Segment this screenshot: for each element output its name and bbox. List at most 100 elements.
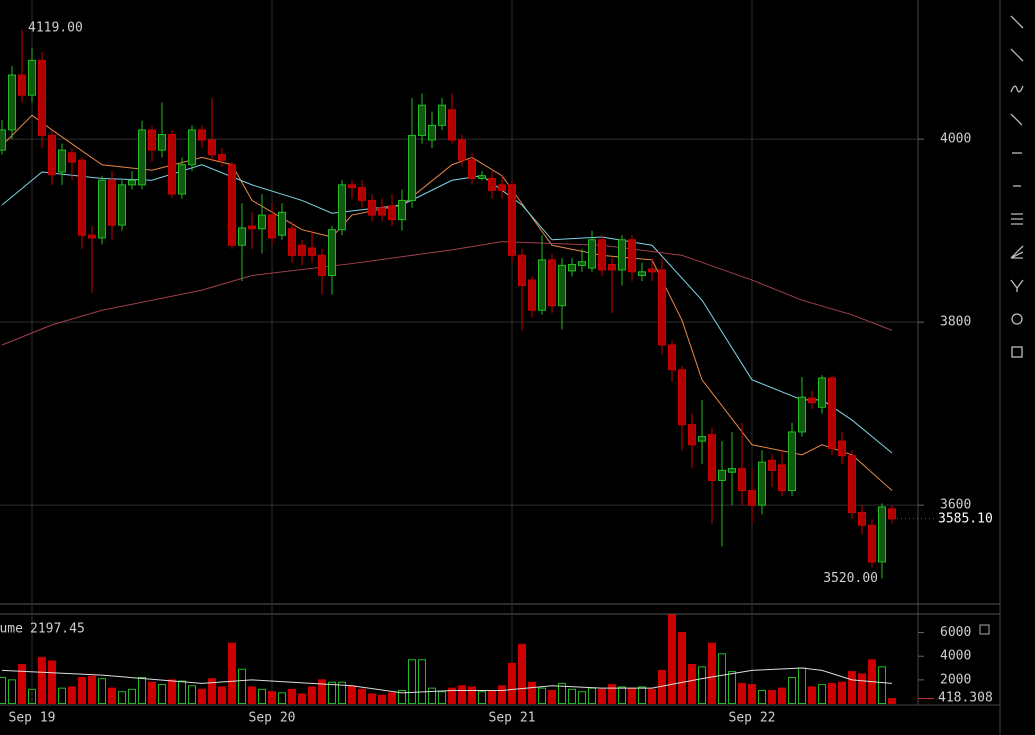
volume-bar xyxy=(758,689,766,704)
candle-body xyxy=(78,159,86,236)
volume-bar xyxy=(548,689,556,704)
volume-bar xyxy=(278,692,286,705)
volume-bar xyxy=(248,686,256,704)
volume-bar xyxy=(258,688,266,705)
volume-bar xyxy=(768,689,776,704)
volume-bar xyxy=(488,689,496,704)
volume-bar xyxy=(638,686,646,704)
indicator-line xyxy=(1,241,893,346)
tool-icon[interactable] xyxy=(1010,245,1024,259)
candle-body xyxy=(718,469,726,481)
volume-bar xyxy=(478,691,486,704)
volume-title: Volume xyxy=(0,622,23,637)
volume-bar xyxy=(678,632,686,704)
tool-icon[interactable] xyxy=(1010,48,1024,62)
volume-bar xyxy=(468,686,476,704)
candle-body xyxy=(558,264,566,307)
candle-body xyxy=(578,261,586,266)
volume-bar xyxy=(718,653,726,704)
candle-body xyxy=(28,59,36,96)
volume-bar xyxy=(808,686,816,704)
volume-bar xyxy=(708,642,716,704)
candle-body xyxy=(738,468,746,492)
candle-body xyxy=(458,139,466,161)
volume-bar xyxy=(298,693,306,705)
candle-body xyxy=(818,377,826,408)
volume-bar xyxy=(398,689,406,704)
candle-body xyxy=(888,508,896,520)
candle-body xyxy=(478,175,486,179)
volume-bar xyxy=(428,687,436,704)
tool-icon[interactable] xyxy=(1011,313,1023,325)
volume-bar xyxy=(438,691,446,704)
candle-body xyxy=(348,184,356,189)
volume-bar xyxy=(528,681,536,705)
volume-bar xyxy=(358,688,366,705)
volume-bar xyxy=(228,642,236,704)
tool-icon[interactable] xyxy=(1010,15,1024,29)
volume-average-line xyxy=(1,667,893,694)
x-tick-label: Sep 22 xyxy=(729,711,776,726)
toolbar xyxy=(1010,15,1024,358)
volume-bar xyxy=(568,688,576,705)
volume-bar xyxy=(748,684,756,704)
candle-body xyxy=(828,377,836,449)
volume-bar xyxy=(688,663,696,704)
volume-bar xyxy=(188,685,196,705)
candle-body xyxy=(778,464,786,492)
candle-body xyxy=(408,134,416,201)
tool-icon[interactable] xyxy=(1010,113,1023,126)
volume-bar xyxy=(218,686,226,704)
volume-bar xyxy=(18,663,26,704)
candle-body xyxy=(528,279,536,311)
candle-body xyxy=(0,129,6,151)
volume-bar xyxy=(338,681,346,705)
volume-bar xyxy=(598,688,606,705)
candle-body xyxy=(48,134,56,176)
volume-bar xyxy=(48,660,56,704)
volume-bar xyxy=(198,688,206,705)
volume-bar xyxy=(788,676,796,704)
volume-bar xyxy=(8,679,16,704)
tool-icon[interactable] xyxy=(1011,346,1023,358)
candle-body xyxy=(18,74,26,96)
volume-bar xyxy=(118,691,126,704)
volume-bar xyxy=(458,685,466,705)
candle-body xyxy=(378,207,386,216)
candle-body xyxy=(68,152,76,163)
volume-bar xyxy=(388,692,396,705)
tool-icon[interactable] xyxy=(1010,85,1024,93)
candle-body xyxy=(288,228,296,256)
candle-body xyxy=(848,455,856,513)
candle-body xyxy=(8,74,16,131)
candle-body xyxy=(208,139,216,156)
volume-bar xyxy=(208,678,216,705)
candle-body xyxy=(168,134,176,195)
candle-body xyxy=(358,187,366,201)
tool-icon[interactable] xyxy=(1010,279,1024,292)
candle-body xyxy=(178,164,186,195)
candle-body xyxy=(98,179,106,239)
panel-button[interactable] xyxy=(979,624,990,635)
candle-body xyxy=(128,179,136,186)
candle-body xyxy=(338,184,346,231)
volume-bar xyxy=(28,688,36,705)
candle-body xyxy=(268,214,276,239)
volume-bar xyxy=(138,676,146,704)
volume-bar xyxy=(818,684,826,704)
candle-body xyxy=(858,511,866,526)
candle-body xyxy=(38,59,46,136)
volume-bar xyxy=(308,686,316,704)
candle-body xyxy=(518,254,526,287)
volume-bar xyxy=(608,684,616,704)
volume-bar xyxy=(368,693,376,705)
candle-body xyxy=(198,129,206,141)
candle-body xyxy=(488,177,496,191)
candle-body xyxy=(218,154,226,161)
tool-icon[interactable] xyxy=(1011,213,1023,225)
candle-body xyxy=(318,254,326,276)
candle-body xyxy=(118,184,126,226)
candle-body xyxy=(708,434,716,481)
